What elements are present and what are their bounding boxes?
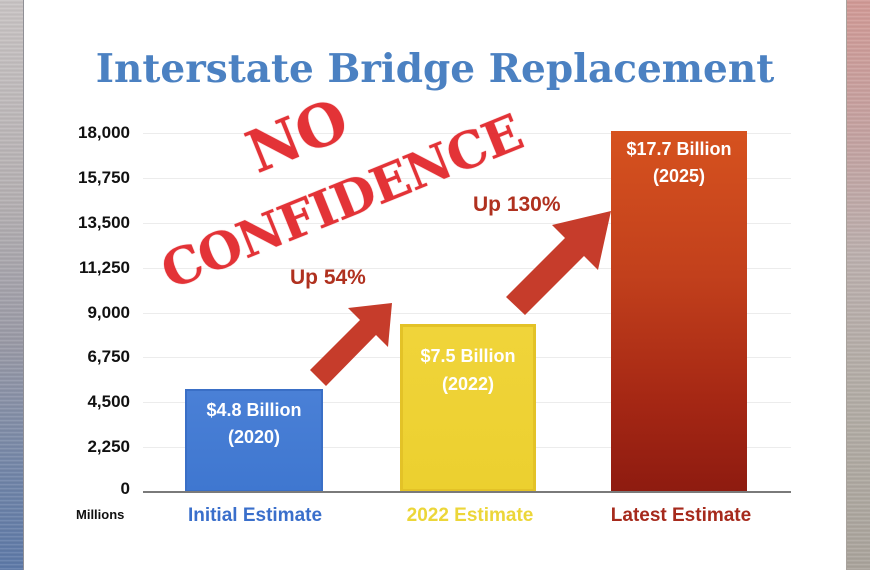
x-label-2022-estimate: 2022 Estimate <box>406 505 534 526</box>
gridline <box>143 133 791 134</box>
y-tick-label: 0 <box>120 479 130 498</box>
y-axis-units: Millions <box>76 507 125 522</box>
bar-year-label: (2020) <box>227 427 281 447</box>
bar-latest-estimate: $17.7 Billion (2025) <box>611 131 747 492</box>
y-tick-label: 4,500 <box>87 392 130 411</box>
growth-label-130: Up 130% <box>473 193 561 216</box>
background-strip-left <box>0 0 24 570</box>
bar-2022-estimate: $7.5 Billion (2022) <box>400 324 536 492</box>
bar-initial-estimate: $4.8 Billion (2020) <box>185 389 323 492</box>
y-tick-label: 15,750 <box>78 168 130 187</box>
gridline <box>143 313 791 314</box>
growth-label-54: Up 54% <box>290 266 366 289</box>
bar-value-label: $4.8 Billion <box>206 400 302 420</box>
gridline <box>143 268 791 269</box>
x-label-initial-estimate: Initial Estimate <box>187 505 323 526</box>
bar-year-label: (2025) <box>652 166 706 186</box>
background-strip-right <box>846 0 870 570</box>
bar-value-label: $7.5 Billion <box>420 346 516 366</box>
y-tick-label: 9,000 <box>87 303 130 322</box>
x-label-latest-estimate: Latest Estimate <box>610 505 752 526</box>
y-tick-label: 11,250 <box>78 258 130 277</box>
gridline <box>143 223 791 224</box>
x-axis-line <box>143 491 791 493</box>
y-tick-label: 6,750 <box>87 347 130 366</box>
arrow-up-icon <box>310 211 611 386</box>
bar-value-label: $17.7 Billion <box>626 139 732 159</box>
bar-year-label: (2022) <box>441 374 495 394</box>
chart-title: Interstate Bridge Replacement <box>95 46 775 92</box>
y-tick-label: 18,000 <box>78 123 130 142</box>
gridline <box>143 178 791 179</box>
y-tick-label: 2,250 <box>87 437 130 456</box>
y-tick-label: 13,500 <box>78 213 130 232</box>
